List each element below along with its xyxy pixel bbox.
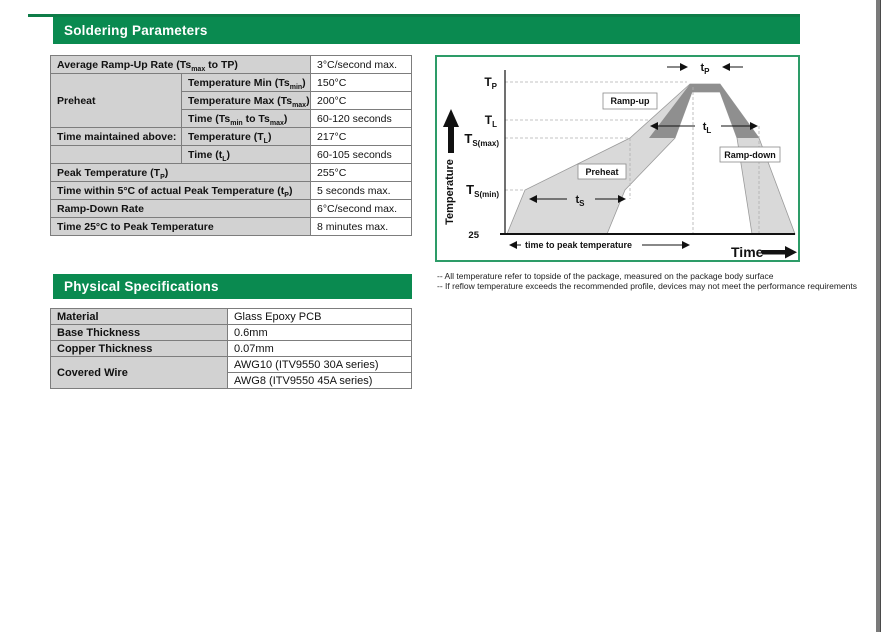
y-label-tl: TL — [485, 113, 497, 129]
reference-gridlines — [505, 81, 760, 234]
label-cell: Time within 5°C of actual Peak Temperatu… — [49, 181, 312, 200]
value-cell: 0.07mm — [227, 340, 412, 357]
tp-interval-label: tP — [700, 62, 710, 76]
label-cell: Temperature Max (Tsmax) — [180, 91, 312, 110]
ts-interval-label: tS — [575, 194, 585, 208]
label-cell: Time 25°C to Peak Temperature — [49, 217, 312, 236]
label-cell: Peak Temperature (TP) — [49, 163, 312, 182]
table-row: Time (tL) 60-105 seconds — [50, 145, 413, 164]
y-label-tsmax: TS(max) — [464, 131, 499, 148]
svg-text:Ramp-up: Ramp-up — [611, 96, 650, 106]
y-label-25: 25 — [468, 230, 479, 241]
time-axis-label: Time — [731, 244, 764, 260]
table-row: Average Ramp-Up Rate (Tsmax to TP) 3°C/se… — [49, 55, 413, 74]
value-cell: 8 minutes max. — [310, 217, 413, 236]
value-cell: AWG8 (ITV9550 45A series) — [227, 372, 412, 389]
preheat-label-box: Preheat — [577, 163, 627, 180]
value-cell: 255°C — [310, 163, 413, 182]
svg-text:Ramp-down: Ramp-down — [724, 150, 776, 160]
physical-specifications-table: Material Glass Epoxy PCB Base Thickness 0.6… — [50, 308, 412, 389]
label-cell — [50, 145, 182, 164]
ramp-up-label-box: Ramp-up — [602, 92, 658, 110]
y-label-tsmin: TS(min) — [466, 182, 499, 199]
value-cell: Glass Epoxy PCB — [227, 308, 412, 325]
label-cell: Average Ramp-Up Rate (Tsmax to TP) — [49, 55, 312, 74]
value-cell: 0.6mm — [227, 324, 412, 341]
footnote-line-1: -- All temperature refer to topside of t… — [437, 271, 774, 281]
tl-interval-label: tL — [703, 121, 712, 135]
table-row: Base Thickness 0.6mm — [50, 324, 412, 341]
top-rule — [28, 14, 800, 17]
svg-text:Preheat: Preheat — [585, 167, 618, 177]
label-cell: Ramp-Down Rate — [49, 199, 312, 218]
time-axis-arrow-icon — [762, 246, 797, 259]
time-to-peak-label: time to peak temperature — [525, 240, 632, 250]
value-cell: 217°C — [310, 127, 413, 146]
label-cell: Temperature Min (Tsmin) — [180, 73, 312, 92]
y-label-tp: TP — [484, 75, 497, 91]
label-cell: Material — [50, 308, 228, 325]
table-row: Time within 5°C of actual Peak Temperatu… — [49, 181, 413, 200]
soldering-parameters-header: Soldering Parameters — [53, 17, 800, 44]
table-row: AWG8 (ITV9550 45A series) — [51, 372, 412, 389]
label-cell: Time (Tsmin to Tsmax) — [180, 109, 312, 128]
value-cell: 3°C/second max. — [310, 55, 413, 74]
reflow-profile-svg: Temperature TP TL TS(max) TS(min) 25 tP … — [443, 62, 797, 260]
table-row: Ramp-Down Rate 6°C/second max. — [49, 199, 413, 218]
ramp-down-label-box: Ramp-down — [719, 146, 781, 163]
table-row: Time 25°C to Peak Temperature 8 minutes m… — [49, 217, 413, 236]
label-cell: Covered Wire — [50, 356, 228, 389]
table-row: Peak Temperature (TP) 255°C — [49, 163, 413, 182]
value-cell: 60-105 seconds — [310, 145, 413, 164]
label-cell: Temperature (TL) — [180, 127, 312, 146]
table-row: Preheat Temperature Min (Tsmin) 150°C — [50, 73, 413, 128]
profile-band-dark — [649, 84, 759, 138]
label-cell: Time maintained above: — [50, 127, 182, 146]
label-cell: Copper Thickness — [50, 340, 228, 357]
value-cell: 150°C — [310, 73, 413, 92]
footnote-line-2: -- If reflow temperature exceeds the rec… — [437, 281, 857, 291]
table-row: Time (Tsmin to Tsmax) 60-120 seconds — [51, 109, 413, 128]
reflow-profile-chart: Temperature TP TL TS(max) TS(min) 25 tP … — [435, 55, 800, 262]
temperature-axis-arrow-icon — [443, 109, 459, 153]
value-cell: 6°C/second max. — [310, 199, 413, 218]
value-cell: 5 seconds max. — [310, 181, 413, 200]
value-cell: 60-120 seconds — [310, 109, 413, 128]
table-row: Covered Wire AWG10 (ITV9550 30A series) — [50, 356, 412, 389]
table-row: Copper Thickness 0.07mm — [50, 340, 412, 357]
label-cell: Preheat — [50, 73, 182, 128]
physical-specifications-header: Physical Specifications — [53, 274, 412, 299]
soldering-parameters-table: Average Ramp-Up Rate (Tsmax to TP) 3°C/se… — [49, 55, 413, 236]
label-cell: Base Thickness — [50, 324, 228, 341]
label-cell: Time (tL) — [180, 145, 312, 164]
table-row: Time maintained above: Temperature (TL) 21… — [50, 127, 413, 146]
temperature-axis-label: Temperature — [444, 159, 456, 225]
value-cell: AWG10 (ITV9550 30A series) — [227, 356, 412, 373]
value-cell: 200°C — [310, 91, 413, 110]
chart-footnotes: -- All temperature refer to topside of t… — [437, 271, 884, 291]
table-row: Material Glass Epoxy PCB — [50, 308, 412, 325]
table-row: Temperature Max (Tsmax) 200°C — [51, 91, 413, 110]
page-edge — [876, 0, 881, 632]
